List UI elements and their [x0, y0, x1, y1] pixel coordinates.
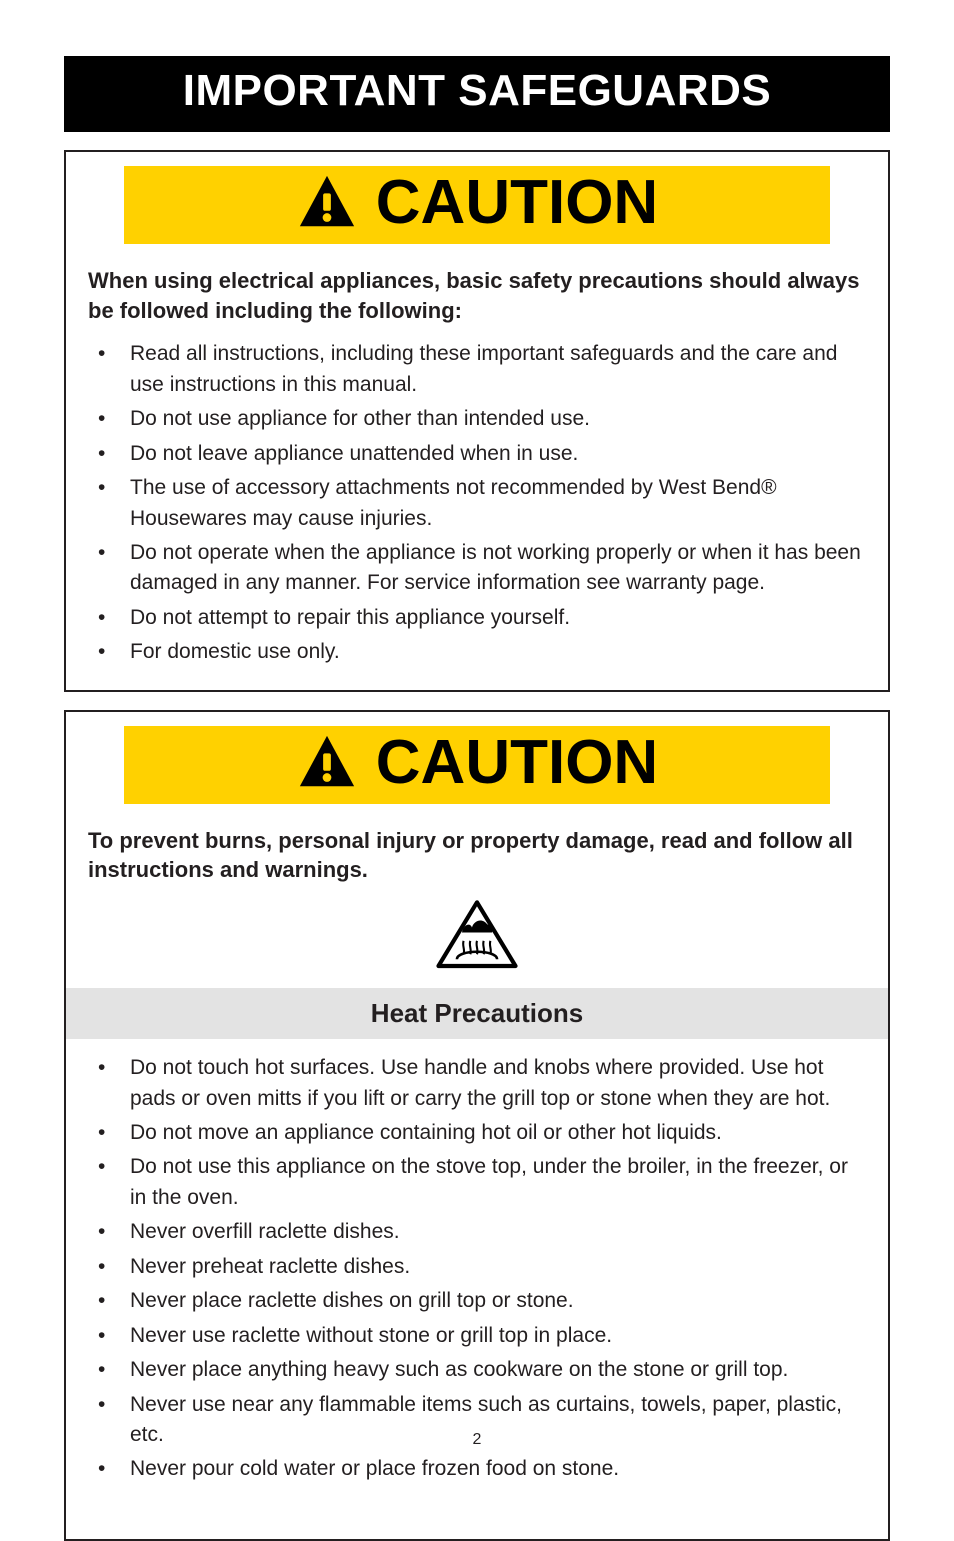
caution-banner-2: CAUTION [124, 726, 830, 804]
list-item: Never use raclette without stone or gril… [88, 1321, 866, 1351]
list-item: Do not touch hot surfaces. Use handle an… [88, 1053, 866, 1114]
list-item: Do not operate when the appliance is not… [88, 538, 866, 599]
list-item: Never pour cold water or place frozen fo… [88, 1454, 866, 1484]
caution-box-1: CAUTION When using electrical appliances… [64, 150, 890, 692]
heat-icon-wrap [84, 899, 870, 976]
page-number: 2 [0, 1431, 954, 1449]
heat-precautions-heading: Heat Precautions [66, 988, 888, 1039]
list-item: Never place raclette dishes on grill top… [88, 1286, 866, 1316]
list-item: Do not leave appliance unattended when i… [88, 439, 866, 469]
box1-lead: When using electrical appliances, basic … [88, 266, 866, 325]
caution-word-1: CAUTION [376, 172, 658, 234]
warning-triangle-icon [296, 732, 358, 794]
title-bar: IMPORTANT SAFEGUARDS [64, 56, 890, 132]
box2-list: Do not touch hot surfaces. Use handle an… [88, 1053, 866, 1485]
list-item: Never preheat raclette dishes. [88, 1252, 866, 1282]
list-item: Never overfill raclette dishes. [88, 1217, 866, 1247]
heat-hazard-icon [435, 899, 519, 971]
box1-list: Read all instructions, including these i… [88, 339, 866, 667]
page-root: IMPORTANT SAFEGUARDS CAUTION When using … [0, 0, 954, 1475]
list-item: The use of accessory attachments not rec… [88, 473, 866, 534]
list-item: Do not use this appliance on the stove t… [88, 1152, 866, 1213]
warning-triangle-icon [296, 172, 358, 234]
caution-word-2: CAUTION [376, 732, 658, 794]
list-item: Do not attempt to repair this appliance … [88, 603, 866, 633]
box2-lead: To prevent burns, personal injury or pro… [88, 826, 866, 885]
list-item: Never place anything heavy such as cookw… [88, 1355, 866, 1385]
caution-box-2: CAUTION To prevent burns, personal injur… [64, 710, 890, 1541]
list-item: Do not use appliance for other than inte… [88, 404, 866, 434]
list-item: Do not move an appliance containing hot … [88, 1118, 866, 1148]
list-item: Read all instructions, including these i… [88, 339, 866, 400]
list-item: For domestic use only. [88, 637, 866, 667]
caution-banner-1: CAUTION [124, 166, 830, 244]
